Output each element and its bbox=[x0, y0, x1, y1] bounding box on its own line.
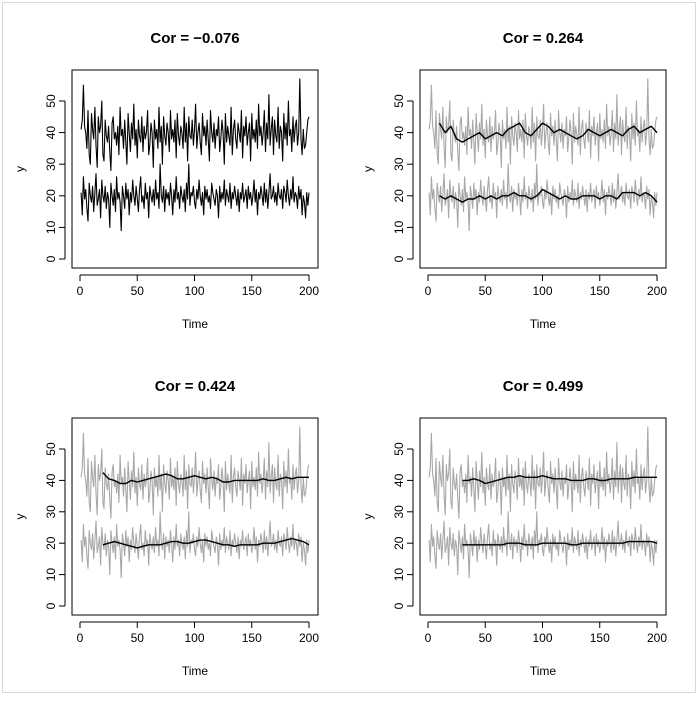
x-tick-label: 150 bbox=[242, 284, 262, 298]
x-tick-label: 0 bbox=[425, 284, 432, 298]
x-tick-label: 200 bbox=[299, 284, 319, 298]
smoothed-line-4 bbox=[462, 540, 658, 546]
x-tick-label: 150 bbox=[590, 284, 610, 298]
x-tick-label: 50 bbox=[131, 284, 145, 298]
y-tick-label: 30 bbox=[44, 505, 58, 519]
y-tick-label: 20 bbox=[44, 189, 58, 203]
smoothed-line-4 bbox=[439, 188, 658, 203]
plot-box bbox=[71, 69, 319, 269]
x-axis-label: Time bbox=[182, 664, 209, 678]
panel-title: Cor = 0.499 bbox=[503, 378, 583, 395]
y-axis-label: y bbox=[361, 514, 375, 520]
y-tick-label: 10 bbox=[44, 220, 58, 234]
x-tick-label: 100 bbox=[532, 631, 552, 645]
x-tick-label: 100 bbox=[184, 631, 204, 645]
y-tick-label: 20 bbox=[392, 536, 406, 550]
y-tick-label: 40 bbox=[392, 473, 406, 487]
series-line-2 bbox=[80, 163, 310, 232]
series-line-2 bbox=[428, 511, 658, 579]
y-tick-label: 50 bbox=[44, 94, 58, 108]
y-tick-label: 40 bbox=[44, 473, 58, 487]
y-tick-label: 20 bbox=[44, 536, 58, 550]
y-tick-label: 10 bbox=[392, 568, 406, 582]
y-tick-label: 50 bbox=[392, 94, 406, 108]
chart-panel-3: Cor = 0.424 0 50 100 150 200 Time 0 10 20 30 40 50 y bbox=[13, 378, 319, 678]
y-axis-label: y bbox=[13, 514, 27, 520]
y-tick-label: 40 bbox=[44, 126, 58, 140]
panel-title: Cor = 0.424 bbox=[155, 378, 236, 395]
smoothed-line-3 bbox=[462, 475, 657, 485]
y-tick-label: 20 bbox=[392, 189, 406, 203]
y-tick-label: 30 bbox=[44, 157, 58, 171]
series-line-2 bbox=[428, 163, 658, 232]
x-tick-label: 0 bbox=[77, 284, 84, 298]
series-line-1 bbox=[428, 78, 658, 172]
panel-title: Cor = 0.264 bbox=[503, 30, 584, 47]
series-line-2 bbox=[80, 511, 310, 579]
x-tick-label: 200 bbox=[647, 284, 667, 298]
smoothed-line-3 bbox=[438, 122, 658, 143]
y-tick-label: 0 bbox=[392, 602, 406, 609]
chart-panel-4: Cor = 0.499 0 50 100 150 200 Time 0 10 20 30 40 50 y bbox=[361, 378, 667, 678]
x-tick-label: 0 bbox=[77, 631, 84, 645]
x-tick-label: 200 bbox=[647, 631, 667, 645]
series-line-1 bbox=[428, 426, 658, 519]
x-tick-label: 0 bbox=[425, 631, 432, 645]
y-tick-label: 50 bbox=[392, 442, 406, 456]
x-tick-label: 50 bbox=[479, 631, 493, 645]
plot-box bbox=[71, 417, 319, 616]
x-tick-label: 100 bbox=[532, 284, 552, 298]
x-tick-label: 50 bbox=[131, 631, 145, 645]
smoothed-line-3 bbox=[102, 472, 309, 485]
smoothed-line-4 bbox=[102, 537, 310, 549]
chart-panel-2: Cor = 0.264 0 50 100 150 200 Time 0 10 20 30 40 50 y bbox=[361, 30, 667, 331]
y-tick-label: 10 bbox=[392, 220, 406, 234]
x-axis-label: Time bbox=[530, 664, 557, 678]
y-axis-label: y bbox=[361, 166, 375, 172]
y-tick-label: 0 bbox=[392, 255, 406, 262]
plot-box bbox=[419, 417, 667, 616]
y-tick-label: 50 bbox=[44, 442, 58, 456]
x-tick-label: 50 bbox=[479, 284, 493, 298]
series-line-1 bbox=[80, 78, 310, 172]
figure-border bbox=[2, 2, 696, 693]
plot-box bbox=[419, 69, 667, 269]
y-tick-label: 0 bbox=[44, 602, 58, 609]
y-axis-label: y bbox=[13, 166, 27, 172]
x-axis-label: Time bbox=[182, 317, 209, 331]
x-tick-label: 200 bbox=[299, 631, 319, 645]
y-tick-label: 30 bbox=[392, 505, 406, 519]
y-tick-label: 30 bbox=[392, 157, 406, 171]
y-tick-label: 40 bbox=[392, 126, 406, 140]
x-tick-label: 150 bbox=[242, 631, 262, 645]
x-tick-label: 150 bbox=[590, 631, 610, 645]
panel-title: Cor = −0.076 bbox=[150, 30, 239, 47]
chart-panel-1: Cor = −0.076 0 50 100 150 200 Time 0 10 20 30 40 50 y bbox=[13, 30, 319, 331]
x-tick-label: 100 bbox=[184, 284, 204, 298]
y-tick-label: 10 bbox=[44, 568, 58, 582]
x-axis-label: Time bbox=[530, 317, 557, 331]
y-tick-label: 0 bbox=[44, 255, 58, 262]
